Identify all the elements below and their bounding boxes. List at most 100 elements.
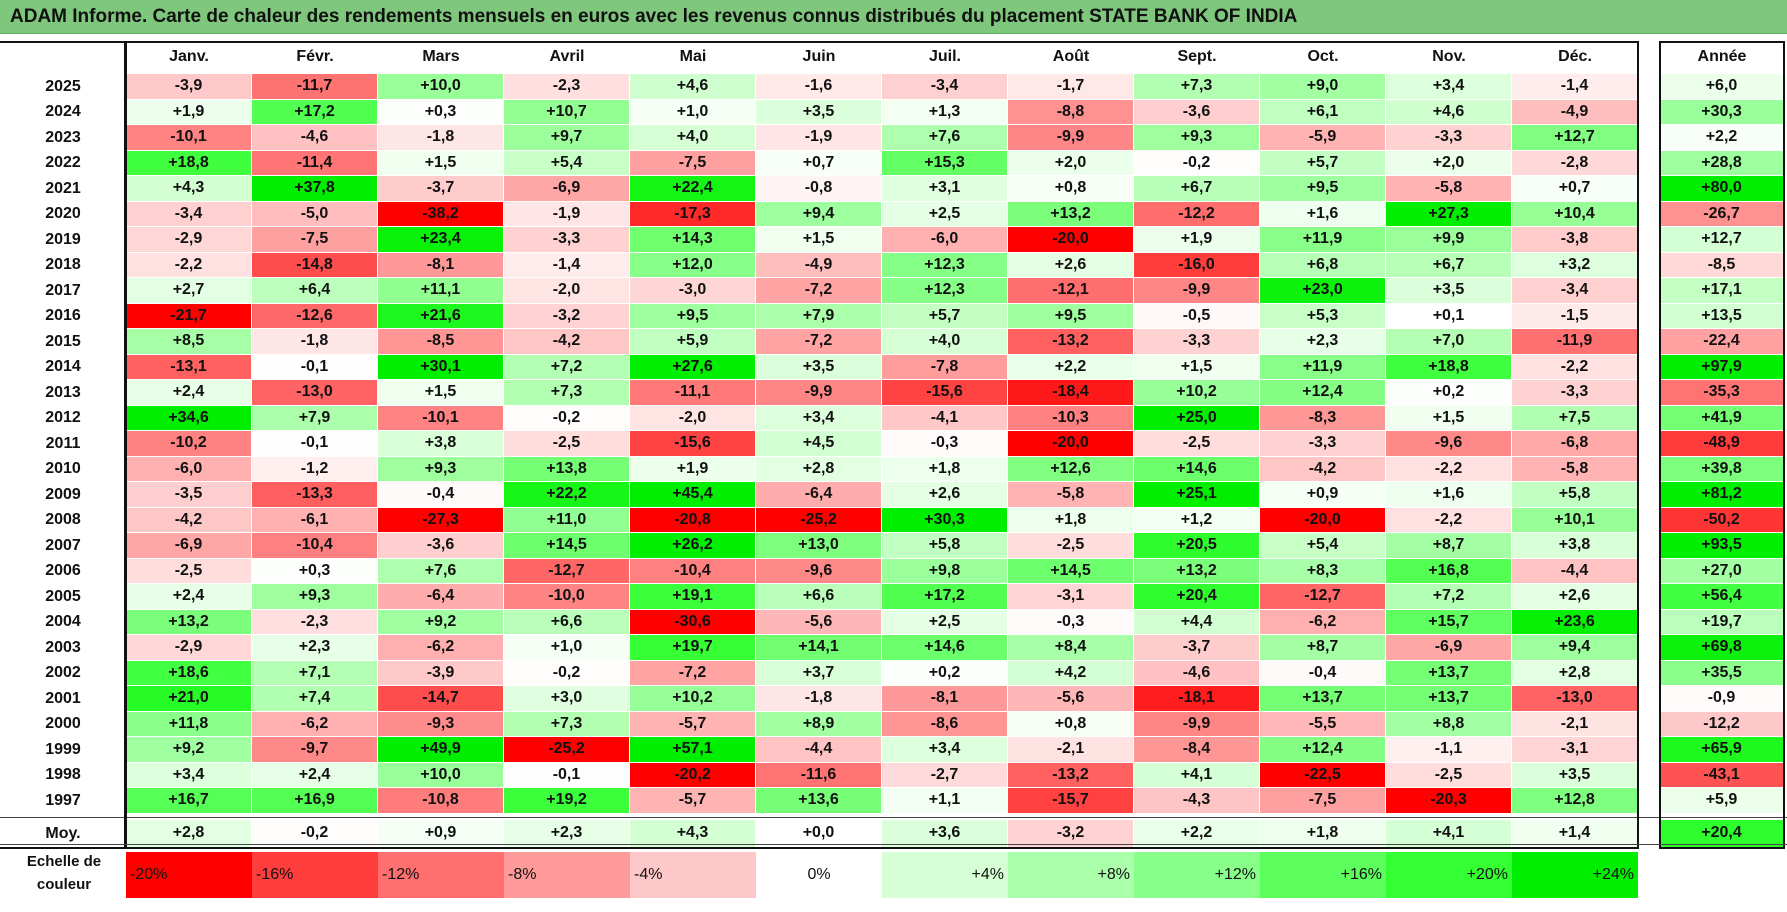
heatmap-cell: -6,9 — [504, 176, 630, 202]
heatmap-cell: -5,8 — [1386, 176, 1512, 202]
year-label: 2006 — [45, 562, 81, 580]
heatmap-cell: -5,7 — [630, 711, 756, 737]
heatmap-cell: +12,3 — [882, 278, 1008, 304]
month-header: Déc. — [1512, 42, 1638, 72]
heatmap-cell: +4,0 — [882, 329, 1008, 355]
heatmap-cell: -3,2 — [504, 303, 630, 329]
heatmap-cell: +0,9 — [1260, 482, 1386, 508]
month-header: Mars — [378, 42, 504, 72]
heatmap-cell: +9,4 — [756, 201, 882, 227]
heatmap-cell: -9,9 — [1008, 125, 1134, 151]
month-header: Sept. — [1134, 42, 1260, 72]
heatmap-cell: -4,1 — [882, 405, 1008, 431]
heatmap-cell: +19,2 — [504, 788, 630, 814]
heatmap-cell: +0,8 — [1008, 176, 1134, 202]
heatmap-cell: +3,8 — [1512, 533, 1638, 559]
heatmap-cell: +19,1 — [630, 584, 756, 610]
annual-cell: +19,7 — [1660, 609, 1784, 635]
year-label: 2021 — [45, 179, 81, 197]
average-separator — [0, 816, 1787, 818]
heatmap-cell: -5,8 — [1008, 482, 1134, 508]
heatmap-cell: -5,9 — [1260, 125, 1386, 151]
average-cell: +4,1 — [1386, 819, 1512, 848]
heatmap-cell: +1,9 — [126, 99, 252, 125]
heatmap-cell: -9,6 — [756, 558, 882, 584]
color-scale-caption: Echelle de couleur — [0, 850, 128, 900]
average-cell: +3,6 — [882, 819, 1008, 848]
heatmap-cell: -10,3 — [1008, 405, 1134, 431]
heatmap-cell: +22,4 — [630, 176, 756, 202]
heatmap-cell: +1,8 — [882, 456, 1008, 482]
heatmap-cell: +6,7 — [1134, 176, 1260, 202]
heatmap-cell: +5,8 — [882, 533, 1008, 559]
heatmap-cell: -4,6 — [252, 125, 378, 151]
heatmap-cell: -0,2 — [1134, 150, 1260, 176]
heatmap-cell: -1,8 — [756, 686, 882, 712]
year-label: 2000 — [45, 715, 81, 733]
heatmap-cell: +3,5 — [1512, 762, 1638, 788]
heatmap-cell: +7,3 — [504, 380, 630, 406]
heatmap-cell: -2,9 — [126, 635, 252, 661]
heatmap-cell: +12,4 — [1260, 380, 1386, 406]
annual-cell: +65,9 — [1660, 737, 1784, 763]
heatmap-cell: +49,9 — [378, 737, 504, 763]
heatmap-cell: -3,0 — [630, 278, 756, 304]
year-label: 2010 — [45, 460, 81, 478]
heatmap-cell: +8,8 — [1386, 711, 1512, 737]
heatmap-cell: -3,9 — [378, 660, 504, 686]
heatmap-cell: -1,1 — [1386, 737, 1512, 763]
heatmap-cell: +6,4 — [252, 278, 378, 304]
heatmap-cell: +2,5 — [882, 609, 1008, 635]
heatmap-cell: +0,1 — [1386, 303, 1512, 329]
year-label: 2004 — [45, 613, 81, 631]
heatmap-cell: +1,0 — [630, 99, 756, 125]
color-scale-swatch: +4% — [882, 852, 1008, 898]
heatmap-cell: +8,7 — [1260, 635, 1386, 661]
heatmap-cell: -1,6 — [756, 74, 882, 100]
heatmap-cell: -4,2 — [1260, 456, 1386, 482]
heatmap-cell: -2,2 — [1386, 456, 1512, 482]
heatmap-cell: -1,9 — [756, 125, 882, 151]
heatmap-cell: -14,8 — [252, 252, 378, 278]
heatmap-cell: +1,6 — [1386, 482, 1512, 508]
annual-cell: +17,1 — [1660, 278, 1784, 304]
color-scale-swatch: -8% — [504, 852, 630, 898]
heatmap-cell: +3,4 — [1386, 74, 1512, 100]
heatmap-cell: -4,2 — [504, 329, 630, 355]
heatmap-cell: -12,2 — [1134, 201, 1260, 227]
heatmap-cell: +3,1 — [882, 176, 1008, 202]
heatmap-cell: -3,4 — [1512, 278, 1638, 304]
heatmap-cell: +9,5 — [630, 303, 756, 329]
heatmap-cell: -3,7 — [378, 176, 504, 202]
heatmap-cell: -11,9 — [1512, 329, 1638, 355]
heatmap-cell: +3,4 — [882, 737, 1008, 763]
heatmap-cell: +18,6 — [126, 660, 252, 686]
heatmap-cell: -3,6 — [378, 533, 504, 559]
heatmap-cell: +57,1 — [630, 737, 756, 763]
heatmap-cell: +1,5 — [1386, 405, 1512, 431]
heatmap-cell: +30,3 — [882, 507, 1008, 533]
heatmap-cell: -10,0 — [504, 584, 630, 610]
heatmap-cell: -10,8 — [378, 788, 504, 814]
month-header: Juin — [756, 42, 882, 72]
heatmap-cell: -3,4 — [126, 201, 252, 227]
heatmap-cell: +6,7 — [1386, 252, 1512, 278]
month-header: Févr. — [252, 42, 378, 72]
heatmap-cell: +9,3 — [1134, 125, 1260, 151]
heatmap-cell: +7,4 — [252, 686, 378, 712]
heatmap-cell: -2,5 — [1386, 762, 1512, 788]
color-scale-swatch: +16% — [1260, 852, 1386, 898]
heatmap-cell: -5,7 — [630, 788, 756, 814]
heatmap-cell: +1,0 — [504, 635, 630, 661]
heatmap-cell: +1,2 — [1134, 507, 1260, 533]
heatmap-cell: +2,6 — [1512, 584, 1638, 610]
heatmap-cell: +20,4 — [1134, 584, 1260, 610]
heatmap-cell: -1,5 — [1512, 303, 1638, 329]
heatmap-cell: +3,5 — [1386, 278, 1512, 304]
heatmap-cell: +7,9 — [756, 303, 882, 329]
annual-cell: -22,4 — [1660, 329, 1784, 355]
heatmap-cell: -25,2 — [756, 507, 882, 533]
color-scale-swatch: -20% — [126, 852, 252, 898]
heatmap-cell: -5,5 — [1260, 711, 1386, 737]
heatmap-cell: +0,7 — [756, 150, 882, 176]
